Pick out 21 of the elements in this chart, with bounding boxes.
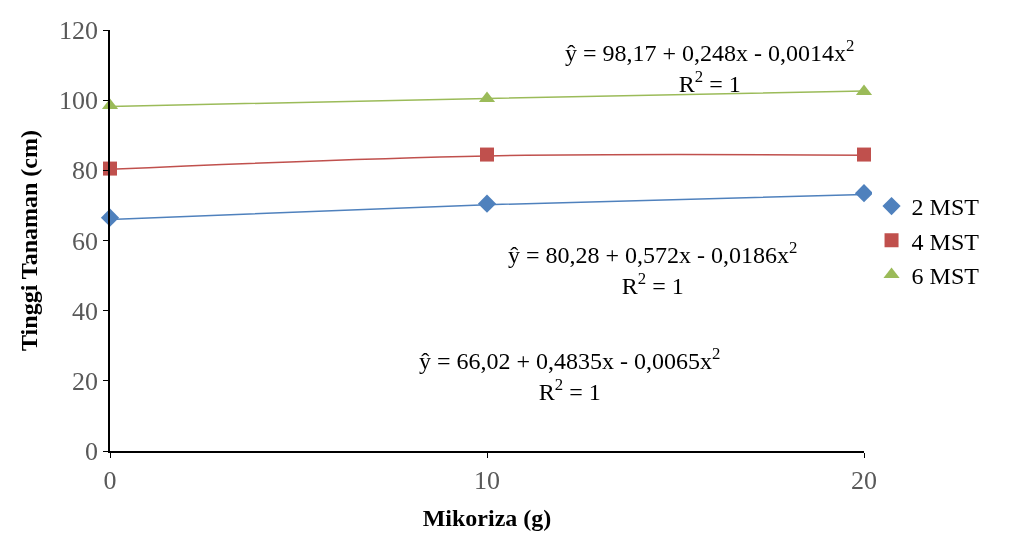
text: ŷ = 66,02 + 0,4835x - 0,0065x$^{2}$ R$^{2}$ = 1 bbox=[419, 344, 721, 406]
legend-label: 4 MST bbox=[911, 228, 980, 255]
point bbox=[857, 147, 871, 162]
y-tick-label: 120 bbox=[59, 16, 99, 46]
point bbox=[477, 194, 497, 213]
text: ŷ = 98,17 + 0,248x - 0,0014x$^{2}$ R$^{2}$ = 1 bbox=[565, 36, 855, 98]
legend-label: 2 MST bbox=[911, 194, 980, 221]
point bbox=[854, 184, 874, 203]
y-tick-label: 80 bbox=[72, 156, 99, 186]
text: ŷ = 80,28 + 0,572x - 0,0186x$^{2}$ R$^{2}$ = 1 bbox=[508, 238, 798, 300]
point bbox=[480, 147, 494, 162]
y-tick-label: 100 bbox=[59, 86, 99, 116]
y-tick-label: 0 bbox=[85, 437, 99, 467]
x-axis-title: Mikoriza (g) bbox=[422, 504, 552, 531]
y-tick-label: 40 bbox=[72, 296, 99, 326]
y-tick-label: 20 bbox=[72, 366, 99, 396]
x-tick-label: 20 bbox=[851, 465, 877, 495]
x-tick-label: 10 bbox=[474, 465, 500, 495]
y-axis-title: Tinggi Tanaman (cm) bbox=[15, 130, 42, 351]
legend-label: 6 MST bbox=[911, 262, 980, 289]
y-tick-label: 60 bbox=[72, 226, 99, 256]
